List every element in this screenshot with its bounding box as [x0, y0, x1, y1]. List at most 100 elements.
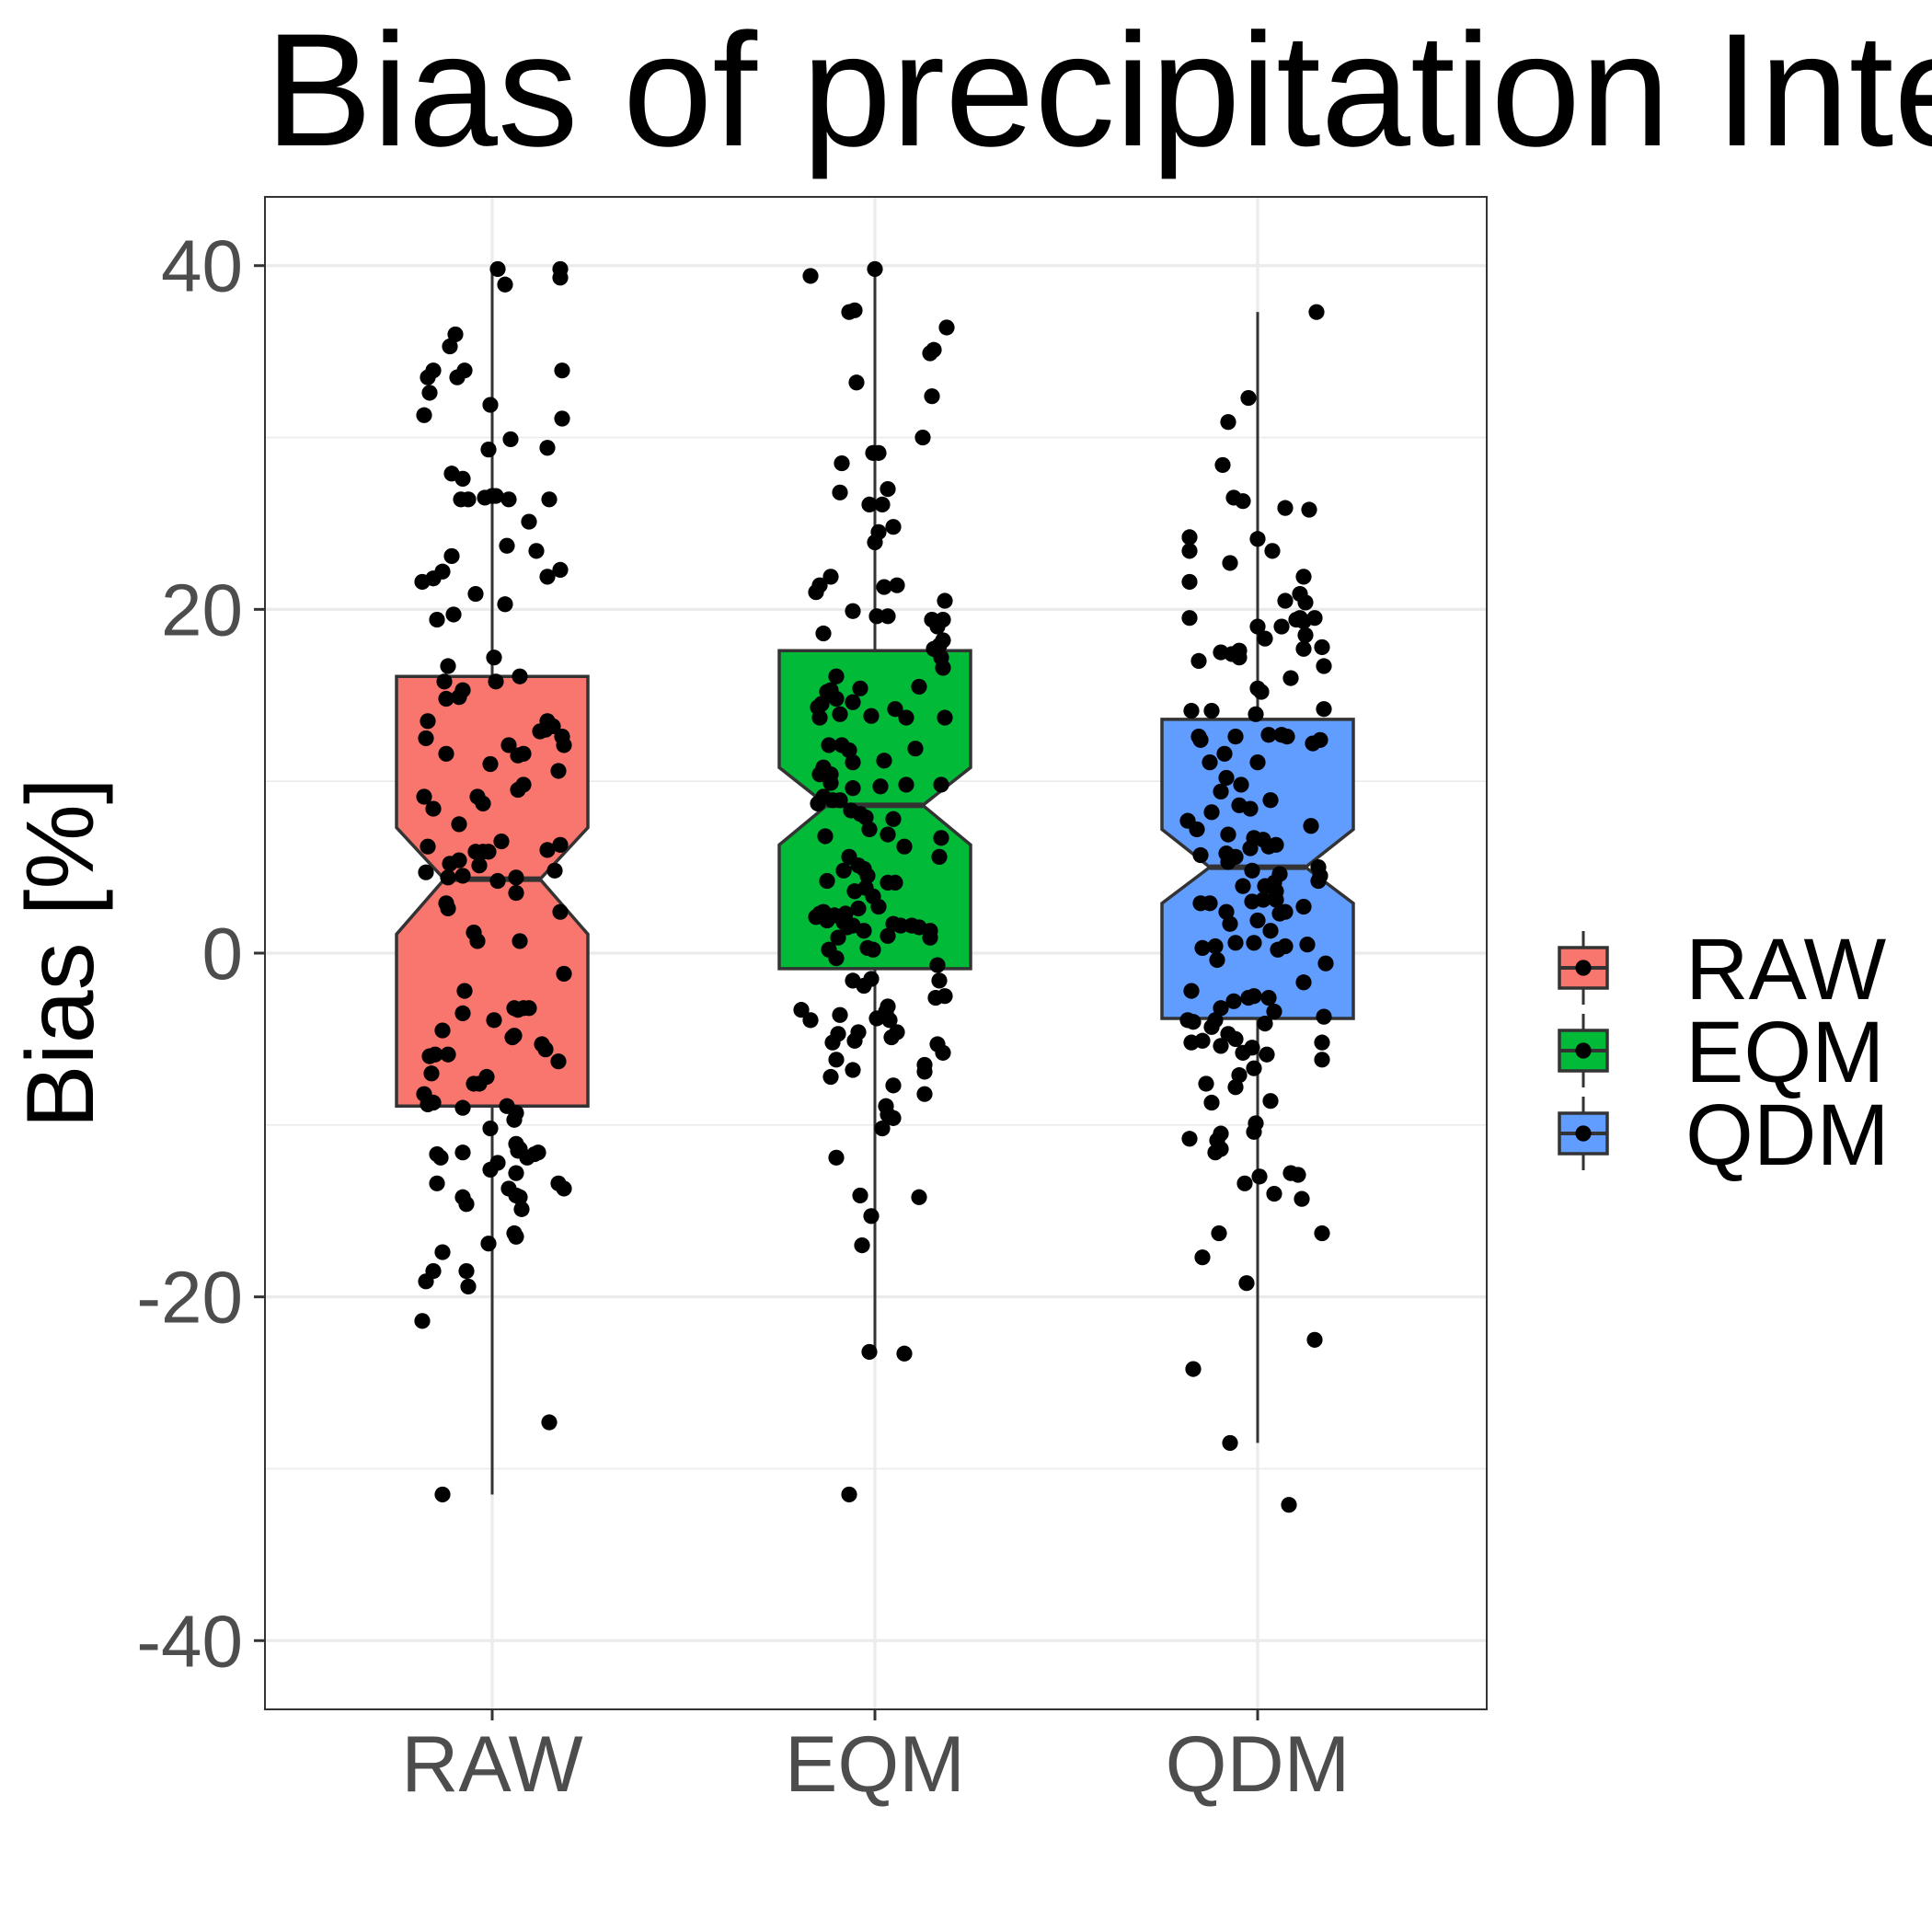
data-point: [1273, 618, 1290, 635]
data-point: [845, 754, 861, 771]
notched-box: [777, 649, 972, 971]
data-point: [1253, 684, 1270, 700]
data-point: [876, 579, 892, 595]
data-point: [442, 338, 458, 355]
data-point: [885, 1110, 902, 1126]
data-point: [508, 1228, 524, 1245]
data-point: [546, 862, 563, 879]
data-point: [911, 678, 927, 696]
data-point: [872, 778, 889, 795]
data-point: [1277, 500, 1294, 516]
data-point: [1220, 826, 1236, 843]
data-point: [1277, 592, 1294, 609]
data-point: [793, 1002, 810, 1018]
data-point: [931, 848, 948, 865]
data-point: [539, 569, 556, 585]
data-point: [1218, 845, 1235, 862]
data-point: [1207, 1144, 1224, 1161]
data-point: [1246, 1060, 1262, 1076]
data-point: [432, 1149, 449, 1166]
data-point: [802, 268, 819, 284]
data-point: [504, 1029, 521, 1046]
data-point: [854, 1236, 870, 1254]
data-point: [841, 742, 857, 759]
data-point: [440, 658, 456, 674]
data-point: [528, 543, 545, 559]
data-point: [554, 410, 570, 427]
data-point: [846, 302, 863, 318]
data-point: [1213, 1000, 1229, 1017]
data-point: [482, 1120, 499, 1137]
data-point: [845, 1062, 861, 1078]
data-point: [1316, 701, 1332, 718]
y-tick-label: -40: [136, 1600, 243, 1682]
data-point: [1246, 935, 1262, 951]
data-point: [1242, 800, 1259, 817]
data-point: [1222, 1434, 1238, 1452]
data-point: [414, 1313, 431, 1329]
data-point: [1222, 555, 1238, 571]
data-point: [817, 828, 834, 845]
data-point: [926, 341, 942, 358]
data-point: [482, 1161, 499, 1178]
data-point: [1281, 1497, 1297, 1513]
data-point: [475, 795, 491, 812]
data-point: [1249, 618, 1266, 635]
data-point: [1209, 951, 1225, 969]
data-point: [856, 923, 872, 939]
data-point: [1238, 1275, 1255, 1292]
data-point: [898, 709, 914, 726]
data-point: [420, 713, 436, 730]
data-point: [418, 730, 434, 747]
points-qdm: [1179, 304, 1334, 1513]
data-point: [434, 1022, 451, 1039]
data-point: [440, 1046, 456, 1063]
data-point: [1183, 983, 1200, 999]
data-point: [482, 397, 499, 413]
legend-item-qdm: QDM: [1558, 1087, 1890, 1184]
data-point: [937, 709, 953, 726]
data-point: [512, 933, 528, 949]
data-point: [832, 484, 848, 500]
data-point: [1181, 529, 1198, 546]
data-point: [1248, 706, 1264, 722]
data-point: [1192, 846, 1209, 864]
data-point: [828, 950, 845, 967]
data-point: [1255, 891, 1271, 908]
data-point: [922, 929, 938, 946]
data-point: [880, 927, 896, 944]
data-point: [935, 1044, 951, 1061]
data-point: [512, 1189, 528, 1205]
data-point: [429, 1175, 445, 1191]
data-point: [1260, 989, 1277, 1006]
data-point: [1181, 1131, 1198, 1147]
data-point: [911, 1189, 927, 1205]
data-point: [512, 668, 528, 684]
data-point: [845, 694, 861, 710]
data-point: [1218, 769, 1235, 787]
data-point: [819, 872, 835, 890]
data-point: [497, 596, 513, 613]
data-point: [447, 326, 464, 343]
data-point: [1299, 937, 1316, 953]
data-point: [810, 795, 826, 812]
data-point: [822, 569, 839, 585]
data-point: [822, 1068, 839, 1086]
data-point: [885, 1077, 902, 1094]
data-point: [427, 1046, 443, 1063]
data-point: [480, 442, 497, 458]
y-axis-title: Bias [%]: [7, 777, 114, 1128]
data-point: [434, 1486, 451, 1503]
data-point: [443, 547, 460, 565]
data-point: [885, 811, 902, 827]
x-tick-label: QDM: [1166, 1720, 1351, 1809]
data-point: [1295, 898, 1312, 915]
data-point: [1233, 776, 1249, 793]
data-point: [874, 496, 891, 513]
data-point: [1317, 955, 1334, 972]
data-point: [436, 673, 453, 690]
data-point: [451, 852, 467, 868]
data-point: [425, 800, 442, 817]
legend-label: EQM: [1685, 1004, 1884, 1101]
data-point: [819, 912, 835, 929]
